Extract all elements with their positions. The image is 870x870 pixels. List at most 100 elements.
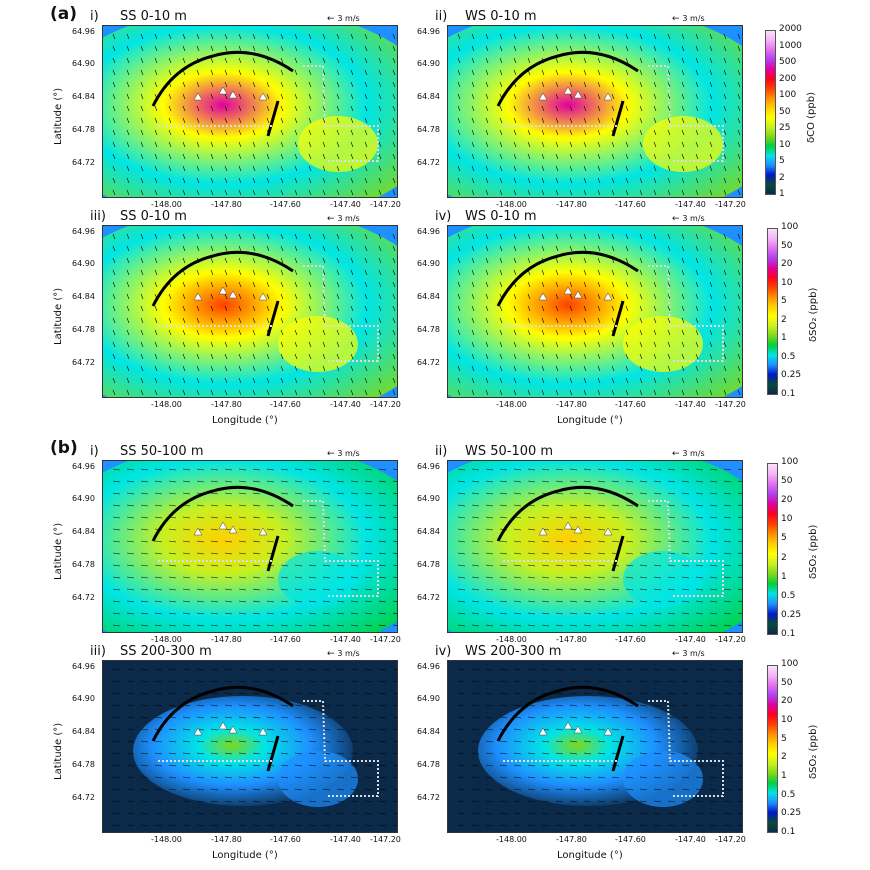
wind-vector [266, 600, 275, 603]
wind-vector [555, 600, 564, 603]
wind-vector [597, 57, 601, 64]
wind-vector [168, 764, 177, 767]
wind-vector [471, 752, 480, 755]
wind-vector [583, 177, 587, 184]
wind-vector [709, 245, 713, 252]
wind-vector [154, 117, 158, 124]
wind-vector [336, 812, 345, 815]
wind-vector [252, 716, 261, 719]
wind-vector [681, 305, 685, 312]
wind-vector [695, 692, 704, 695]
wind-vector [280, 177, 284, 184]
wind-vector [709, 812, 718, 815]
colorbar-label: δSO₂ (ppb) [808, 724, 819, 779]
wind-vector [252, 317, 256, 324]
wind-vector [513, 365, 517, 372]
wind-vector [154, 468, 163, 471]
wind-vector [238, 117, 242, 124]
wind-vector [308, 764, 317, 767]
wind-vector [723, 129, 727, 136]
wind-vector [597, 624, 606, 627]
wind-vector [471, 668, 480, 671]
wind-vector [695, 117, 699, 124]
wind-vector [280, 588, 289, 591]
wind-vector [625, 480, 634, 483]
wind-vector [210, 153, 214, 160]
wind-vector [336, 129, 340, 136]
wind-vector [681, 824, 690, 827]
wind-vector [541, 257, 545, 264]
wind-vector [667, 800, 676, 803]
wind-vector [140, 281, 144, 288]
panel-title: WS 0-10 m [465, 9, 537, 24]
wind-vector [140, 764, 149, 767]
wind-vector [336, 341, 340, 348]
colorbar-tick: 2000 [779, 24, 802, 34]
wind-vector [499, 540, 508, 543]
wind-vector [597, 165, 601, 172]
wind-vector [224, 516, 233, 519]
wind-vector [112, 692, 121, 695]
wind-vector [378, 93, 382, 100]
wind-vector [485, 492, 494, 495]
wind-vector [737, 516, 742, 518]
lat-tick: 64.78 [417, 325, 440, 334]
wind-vector [681, 81, 685, 88]
wind-vector [667, 141, 671, 148]
wind-vector [667, 269, 671, 276]
wind-vector [695, 492, 704, 495]
wind-vector [695, 93, 699, 100]
wind-vector [625, 57, 629, 64]
lon-tick: -147.60 [270, 835, 301, 844]
wind-vector [583, 153, 587, 160]
wind-vector [140, 57, 144, 64]
wind-vector [457, 692, 466, 695]
wind-vector [541, 492, 550, 495]
colorbar-tick: 0.25 [781, 370, 802, 381]
wind-vector [112, 305, 116, 312]
wind-vector [392, 129, 396, 136]
wind-vector [695, 540, 704, 543]
wind-vector [681, 93, 685, 100]
wind-vector [266, 624, 275, 627]
wind-vector [392, 528, 397, 530]
wind-vector [667, 365, 671, 372]
wind-vector [154, 624, 163, 627]
lon-tick: -147.40 [330, 835, 361, 844]
wind-vector [266, 269, 270, 276]
wind-vector [266, 564, 275, 567]
wind-vector [499, 329, 503, 336]
wind-vector [112, 468, 121, 471]
wind-vector [653, 105, 657, 112]
wind-vector [541, 588, 550, 591]
wind-vector [350, 576, 359, 579]
wind-vector [378, 129, 382, 136]
wind-vector [322, 105, 326, 112]
wind-vector [210, 528, 219, 531]
wind-vector [238, 93, 242, 100]
wind-vector [583, 752, 592, 755]
wind-vector [639, 365, 643, 372]
source-triangle-marker [228, 525, 238, 534]
wind-vector [210, 189, 214, 196]
wind-vector [527, 504, 536, 507]
wind-vector [364, 45, 368, 52]
wind-vector [336, 740, 345, 743]
wind-vector [723, 504, 732, 507]
source-triangle-marker [563, 86, 573, 95]
colorbar-tick: 0.25 [781, 808, 802, 819]
wind-vector [457, 269, 461, 276]
wind-vector [252, 624, 261, 627]
wind-vector [322, 764, 331, 767]
wind-vector [154, 153, 158, 160]
wind-vector [308, 165, 312, 172]
wind-vector [611, 341, 615, 348]
wind-vector [112, 269, 116, 276]
wind-vector [154, 245, 158, 252]
wind-vector [224, 105, 228, 112]
wind-vector [513, 588, 522, 591]
wind-vector [364, 33, 368, 40]
wind-vector [597, 716, 606, 719]
wind-vector [597, 377, 601, 384]
wind-vector [457, 468, 466, 471]
